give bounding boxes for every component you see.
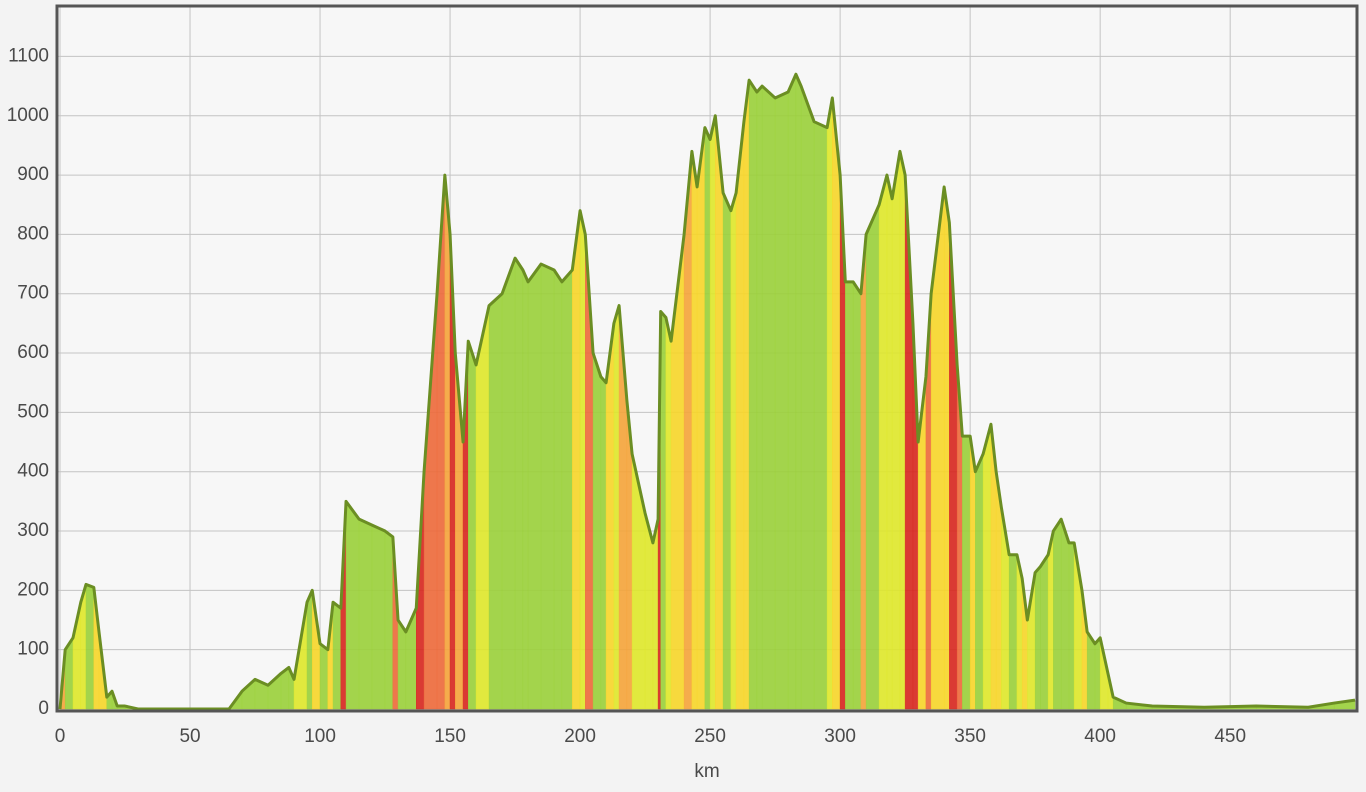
area-segment bbox=[860, 234, 867, 710]
area-segment bbox=[813, 121, 828, 710]
area-segment bbox=[787, 74, 797, 710]
area-segment bbox=[306, 590, 313, 710]
area-segment bbox=[371, 524, 386, 710]
y-tick-label: 400 bbox=[17, 461, 49, 482]
area-segment bbox=[962, 435, 971, 710]
elevation-line bbox=[58, 72, 1356, 711]
area-segment bbox=[488, 293, 503, 710]
area-segment bbox=[735, 121, 745, 710]
area-segment bbox=[845, 281, 854, 710]
y-tick-label: 700 bbox=[17, 283, 49, 304]
area-segment bbox=[540, 263, 555, 710]
area-segment bbox=[444, 175, 451, 710]
area-segment bbox=[691, 151, 698, 710]
x-tick-label: 50 bbox=[179, 726, 200, 747]
area-segment bbox=[468, 341, 477, 710]
x-tick-label: 200 bbox=[564, 726, 596, 747]
x-tick-label: 350 bbox=[954, 726, 986, 747]
area-segment bbox=[756, 85, 763, 710]
area-segment bbox=[982, 424, 992, 710]
area-segment bbox=[1008, 554, 1018, 710]
x-tick-label: 150 bbox=[434, 726, 466, 747]
area-segment bbox=[943, 186, 950, 710]
x-tick-label: 100 bbox=[304, 726, 336, 747]
area-segment bbox=[397, 619, 407, 710]
area-segment bbox=[899, 151, 906, 710]
y-tick-label: 200 bbox=[17, 579, 49, 600]
area-segment bbox=[1094, 637, 1101, 710]
area-segment bbox=[709, 115, 716, 710]
area-segment bbox=[696, 127, 706, 710]
area-segment bbox=[553, 269, 563, 710]
area-segment bbox=[1040, 553, 1049, 710]
y-tick-label: 0 bbox=[38, 698, 49, 719]
area-segment bbox=[572, 210, 581, 710]
area-segment bbox=[561, 269, 573, 710]
area-segment bbox=[345, 500, 360, 710]
area-segment bbox=[795, 74, 802, 710]
area-segment bbox=[384, 530, 394, 710]
area-segment bbox=[886, 175, 893, 710]
x-tick-label: 0 bbox=[55, 726, 66, 747]
area-segment bbox=[1047, 530, 1054, 710]
x-axis-label: km bbox=[694, 761, 719, 782]
area-segment bbox=[1060, 519, 1070, 710]
area-segment bbox=[665, 317, 672, 710]
area-segment bbox=[522, 269, 529, 710]
area-segment bbox=[715, 115, 724, 710]
area-segment bbox=[865, 204, 880, 710]
area-segment bbox=[826, 97, 833, 710]
area-segment bbox=[761, 85, 776, 710]
x-tick-label: 250 bbox=[694, 726, 726, 747]
area-segment bbox=[501, 258, 516, 710]
y-tick-label: 1100 bbox=[8, 45, 49, 66]
area-segment bbox=[1068, 542, 1075, 710]
area-segment bbox=[1034, 565, 1041, 710]
y-tick-label: 300 bbox=[17, 520, 49, 541]
x-tick-label: 450 bbox=[1214, 726, 1246, 747]
area-segment bbox=[85, 584, 95, 710]
area-segment bbox=[514, 257, 524, 710]
area-segment bbox=[969, 436, 976, 710]
y-tick-label: 600 bbox=[17, 342, 49, 363]
area-segment bbox=[832, 97, 841, 710]
area-segment bbox=[852, 281, 862, 710]
y-tick-label: 500 bbox=[17, 401, 49, 422]
area-segment bbox=[613, 305, 620, 710]
area-segment bbox=[704, 127, 711, 710]
area-segment bbox=[475, 305, 490, 710]
area-segment bbox=[774, 91, 789, 710]
area-segment bbox=[319, 643, 329, 710]
area-segment bbox=[722, 192, 732, 710]
area-segment bbox=[332, 601, 342, 710]
area-segment bbox=[600, 376, 607, 710]
area-segment bbox=[800, 86, 815, 710]
area-segment bbox=[743, 80, 750, 710]
area-segment bbox=[527, 263, 542, 710]
area-segment bbox=[652, 519, 659, 710]
area-segment bbox=[1053, 518, 1062, 710]
area-segment bbox=[660, 310, 667, 710]
area-segment bbox=[730, 192, 737, 710]
y-tick-label: 100 bbox=[17, 639, 49, 660]
x-tick-label: 300 bbox=[824, 726, 856, 747]
area-segment bbox=[878, 175, 888, 710]
y-tick-label: 1000 bbox=[7, 105, 49, 126]
area-segment bbox=[975, 453, 984, 710]
y-tick-label: 800 bbox=[17, 223, 49, 244]
y-tick-label: 900 bbox=[17, 164, 49, 185]
area-segment bbox=[579, 210, 586, 710]
area-segment bbox=[748, 79, 758, 710]
area-segment bbox=[592, 352, 602, 710]
area-segment bbox=[891, 151, 901, 710]
x-tick-label: 400 bbox=[1084, 726, 1116, 747]
area-segment bbox=[358, 518, 373, 710]
plot-frame bbox=[55, 4, 1359, 713]
